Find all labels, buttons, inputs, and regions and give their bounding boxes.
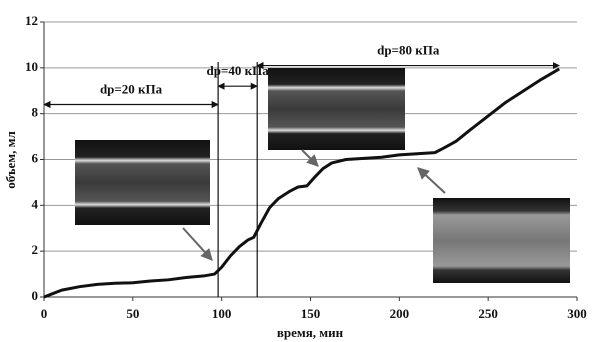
x-tick-label: 0 [41,306,48,321]
y-tick-label: 0 [32,288,39,303]
inset-arrow [418,168,445,193]
inset-image [433,198,570,283]
x-tick-label: 150 [301,306,321,321]
y-tick-label: 6 [32,150,39,165]
y-tick-label: 12 [25,13,38,28]
x-axis-title: время, мин [277,325,344,340]
chart: 024681012050100150200250300dp=20 кПаdp=4… [0,0,596,342]
y-tick-label: 8 [32,105,39,120]
x-tick-label: 50 [126,306,139,321]
inset-arrow [302,150,318,166]
annotation-label: dp=80 кПа [377,43,440,58]
x-tick-label: 200 [390,306,410,321]
inset-image [268,68,405,150]
y-tick-label: 10 [25,59,38,74]
x-tick-label: 300 [567,306,587,321]
y-axis-title: объем, мл [3,131,18,189]
annotation-label: dp=20 кПа [100,81,163,96]
x-tick-label: 100 [212,306,232,321]
inset-image [75,140,210,225]
y-tick-label: 4 [32,196,39,211]
inset-arrow [183,228,212,260]
y-tick-label: 2 [32,242,39,257]
x-tick-label: 250 [478,306,498,321]
